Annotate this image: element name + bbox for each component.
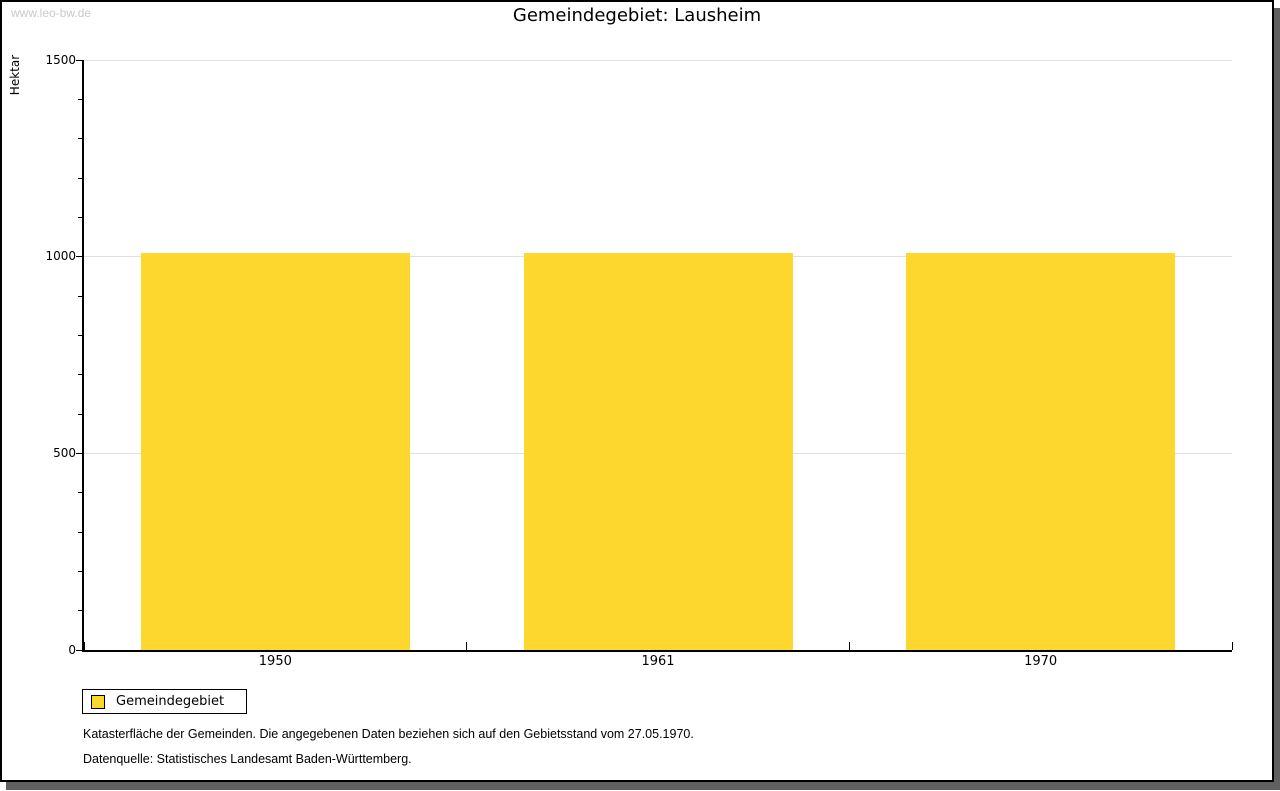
x-boundary-tick-0 <box>83 642 85 650</box>
y-minor-tick-200 <box>78 570 82 572</box>
y-minor-tick-1300 <box>78 138 82 140</box>
y-minor-tick-300 <box>78 531 82 533</box>
y-tick-label-1500: 1500 <box>45 52 76 67</box>
y-axis-label: Hektar <box>8 54 22 96</box>
legend-label: Gemeindegebiet <box>116 694 225 709</box>
y-major-tick-1500 <box>76 59 82 61</box>
gridline-1500 <box>84 59 1232 61</box>
y-minor-tick-900 <box>78 295 82 297</box>
bar-1961 <box>523 252 793 650</box>
y-tick-label-0: 0 <box>68 642 76 657</box>
legend: Gemeindegebiet <box>82 689 248 714</box>
y-minor-tick-1400 <box>78 98 82 100</box>
y-tick-label-1000: 1000 <box>45 249 76 264</box>
footnote-1: Katasterfläche der Gemeinden. Die angege… <box>83 727 694 741</box>
chart-title: Gemeindegebiet: Lausheim <box>512 5 762 26</box>
y-major-tick-1000 <box>76 256 82 258</box>
y-minor-tick-1200 <box>78 177 82 179</box>
watermark: www.leo-bw.de <box>11 6 92 20</box>
plot-area: 0 500 1000 1500 1950 1961 1970 <box>45 53 1233 669</box>
x-boundary-tick-3 <box>1231 642 1233 650</box>
y-minor-tick-700 <box>78 374 82 376</box>
legend-swatch <box>91 694 105 709</box>
bar-1950 <box>140 252 410 650</box>
x-boundary-tick-2 <box>848 642 850 650</box>
bar-1970 <box>906 252 1176 650</box>
y-minor-tick-400 <box>78 492 82 494</box>
y-minor-tick-600 <box>78 413 82 415</box>
x-boundary-tick-1 <box>466 642 468 650</box>
footnote-2: Datenquelle: Statistisches Landesamt Bad… <box>83 752 412 766</box>
y-minor-tick-100 <box>78 610 82 612</box>
x-tick-label-1961: 1961 <box>641 654 675 669</box>
y-major-tick-500 <box>76 452 82 454</box>
x-tick-label-1970: 1970 <box>1024 654 1058 669</box>
x-tick-label-1950: 1950 <box>258 654 292 669</box>
y-minor-tick-800 <box>78 334 82 336</box>
y-minor-tick-1100 <box>78 216 82 218</box>
y-major-tick-0 <box>76 649 82 651</box>
y-tick-label-500: 500 <box>53 445 76 460</box>
